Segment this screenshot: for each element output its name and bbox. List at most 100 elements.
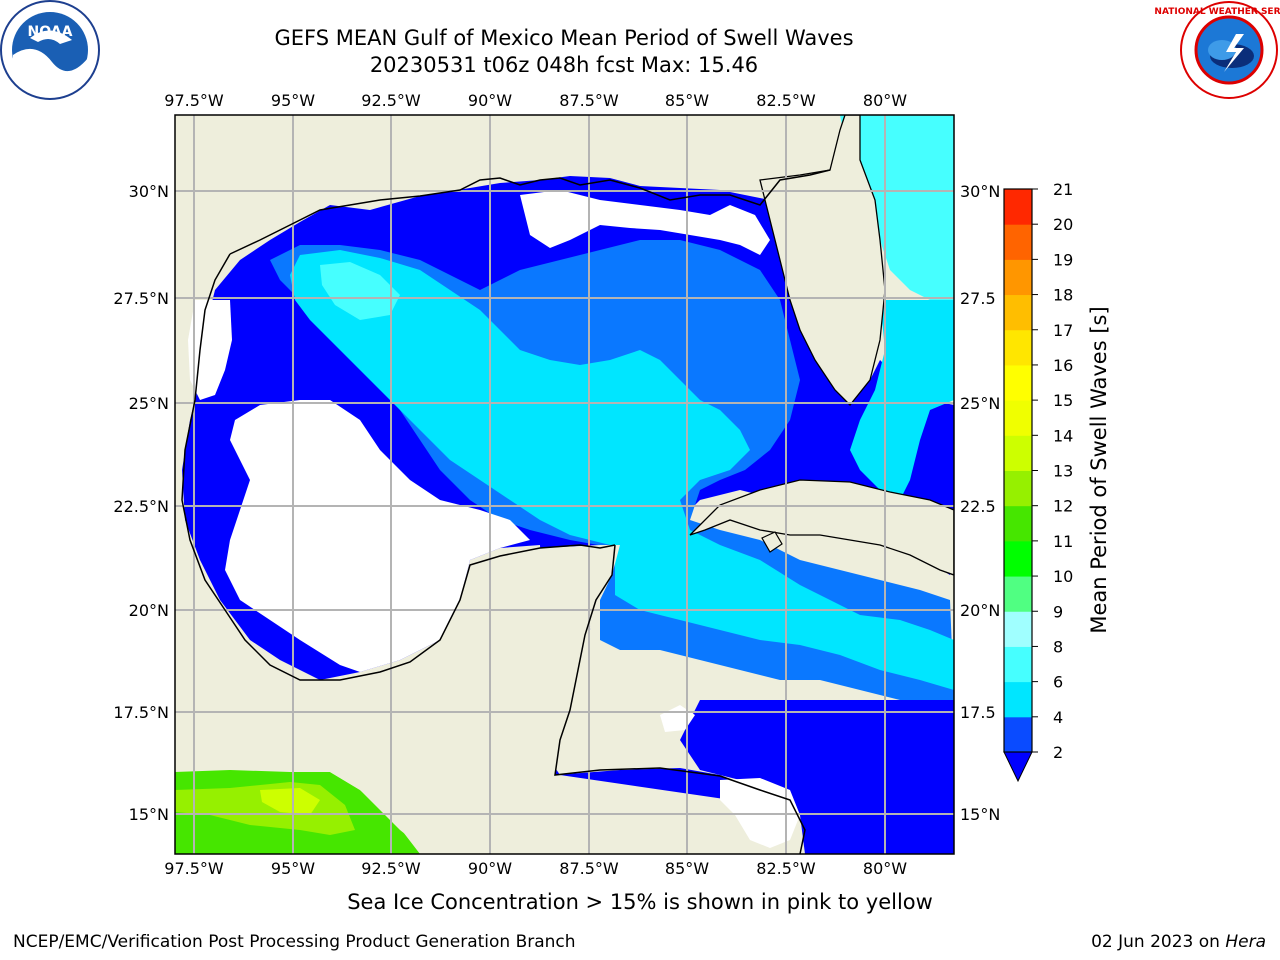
chart-title: GEFS MEAN Gulf of Mexico Mean Period of … (274, 26, 854, 50)
colorbar-cell (1004, 364, 1032, 401)
lon-label-bottom: 85°W (665, 859, 709, 878)
colorbar-tick-label: 4 (1053, 708, 1063, 727)
noaa-logo: NOAA (0, 0, 100, 100)
lat-label-right: 15°N (960, 805, 1000, 824)
colorbar-tick-label: 10 (1053, 567, 1073, 586)
generation-date: 02 Jun 2023 on (1091, 932, 1226, 952)
colorbar-tick-label: 14 (1053, 426, 1073, 445)
colorbar-cell (1004, 400, 1032, 436)
lon-label-top: 85°W (665, 91, 709, 110)
colorbar: 2 4 6 8 9 10 11 12 13 14 15 16 17 18 19 20 21 Mean Perio… (1003, 180, 1111, 783)
lon-labels-top: 97.5°W 95°W 92.5°W 90°W 87.5°W 85°W 82.5… (164, 91, 907, 110)
colorbar-tick-label: 6 (1053, 673, 1063, 692)
colorbar-cell (1004, 435, 1032, 471)
colorbar-cell (1004, 505, 1032, 542)
lon-label-bottom: 92.5°W (361, 859, 421, 878)
cuba-land (689, 479, 954, 576)
colorbar-tick-label: 12 (1053, 497, 1073, 516)
lon-label-top: 82.5°W (756, 91, 816, 110)
colorbar-cell (1004, 540, 1032, 577)
lat-label-left: 17.5°N (113, 703, 169, 722)
lon-label-bottom: 82.5°W (756, 859, 816, 878)
lat-labels-left: 30°N 27.5°N 25°N 22.5°N 20°N 17.5°N 15°N (113, 182, 169, 824)
colorbar-cell (1004, 294, 1032, 331)
colorbar-cell (1004, 329, 1032, 366)
map-frame (174, 114, 955, 855)
noaa-logo-text: NOAA (28, 24, 73, 40)
lat-label-left: 25°N (129, 394, 169, 413)
lon-label-top: 90°W (468, 91, 512, 110)
colorbar-tick-label: 11 (1053, 532, 1073, 551)
map-plot-area (175, 115, 954, 854)
lon-label-top: 80°W (863, 91, 907, 110)
no-data-la-coast (520, 190, 770, 255)
colorbar-tick-label: 20 (1053, 215, 1073, 234)
lat-label-left: 20°N (129, 601, 169, 620)
no-data-tx-coast (188, 300, 232, 400)
atlantic-lightcyan (840, 115, 954, 300)
coastlines (181, 169, 831, 854)
colorbar-cell (1004, 611, 1032, 647)
gulf-lightcyan-6to8 (320, 262, 400, 320)
lat-label-left: 30°N (129, 182, 169, 201)
colorbar-ticks: 2 4 6 8 9 10 11 12 13 14 15 16 17 18 19 20 21 (1032, 180, 1073, 762)
colorbar-tick-label: 9 (1053, 602, 1063, 621)
colorbar-cell (1004, 470, 1032, 507)
lon-label-bottom: 97.5°W (164, 859, 224, 878)
colorbar-cells (1004, 189, 1032, 753)
colorbar-tick-label: 13 (1053, 462, 1073, 481)
lat-label-left: 27.5°N (113, 289, 169, 308)
colorbar-tick-label: 16 (1053, 356, 1073, 375)
colorbar-cell (1004, 259, 1032, 296)
producer-credit: NCEP/EMC/Verification Post Processing Pr… (13, 932, 576, 952)
lat-label-right: 17.5 (960, 703, 996, 722)
lon-label-top: 92.5°W (361, 91, 421, 110)
colorbar-tick-label: 2 (1053, 743, 1063, 762)
lat-label-right: 25°N (960, 394, 1000, 413)
colorbar-tick-label: 21 (1053, 180, 1073, 199)
lon-label-top: 97.5°W (164, 91, 224, 110)
no-data-west (225, 400, 530, 672)
colorbar-cell (1004, 576, 1032, 612)
generation-stamp: 02 Jun 2023 on Hera (1091, 932, 1266, 952)
generation-host: Hera (1225, 932, 1266, 952)
lat-label-left: 15°N (129, 805, 169, 824)
lon-label-bottom: 80°W (863, 859, 907, 878)
yucatan-land (470, 545, 620, 775)
lon-label-top: 95°W (271, 91, 315, 110)
lat-label-right: 27.5 (960, 289, 996, 308)
colorbar-label: Mean Period of Swell Waves [s] (1087, 306, 1111, 633)
lat-label-right: 30°N (960, 182, 1000, 201)
lat-labels-right: 30°N 27.5 25°N 22.5 20°N 17.5 15°N (960, 182, 1000, 824)
lon-label-top: 87.5°W (559, 91, 619, 110)
lat-label-right: 22.5 (960, 497, 996, 516)
nws-logo-text: NATIONAL WEATHER SERVICE (1154, 7, 1280, 17)
sea-ice-note: Sea Ice Concentration > 15% is shown in … (347, 890, 933, 914)
gulf-cyan-4to6 (290, 250, 954, 690)
lon-label-bottom: 95°W (271, 859, 315, 878)
isla-juventud (761, 531, 783, 553)
colorbar-tick-label: 19 (1053, 250, 1073, 269)
chart-subtitle: 20230531 t06z 048h fcst Max: 15.46 (369, 53, 759, 77)
lat-label-left: 22.5°N (113, 497, 169, 516)
colorbar-tick-label: 18 (1053, 286, 1073, 305)
atlantic-cyan (850, 300, 954, 500)
lon-labels-bottom: 97.5°W 95°W 92.5°W 90°W 87.5°W 85°W 82.5… (164, 859, 907, 878)
colorbar-tick-label: 15 (1053, 391, 1073, 410)
graticule (175, 115, 954, 854)
colorbar-cell (1004, 224, 1032, 260)
colorbar-tick-label: 8 (1053, 637, 1063, 656)
colorbar-cell (1004, 189, 1032, 225)
colorbar-tick-label: 17 (1053, 321, 1073, 340)
national-weather-service-logo: NATIONAL WEATHER SERVICE (1154, 1, 1280, 99)
pacific-light-yellow (260, 788, 320, 815)
colorbar-cell (1004, 716, 1032, 753)
lon-label-bottom: 87.5°W (559, 859, 619, 878)
colorbar-extend-arrow (1003, 751, 1033, 783)
colorbar-cell (1004, 646, 1032, 683)
colorbar-cell (1004, 681, 1032, 718)
lat-label-right: 20°N (960, 601, 1000, 620)
florida-land (759, 115, 886, 406)
lon-label-bottom: 90°W (468, 859, 512, 878)
